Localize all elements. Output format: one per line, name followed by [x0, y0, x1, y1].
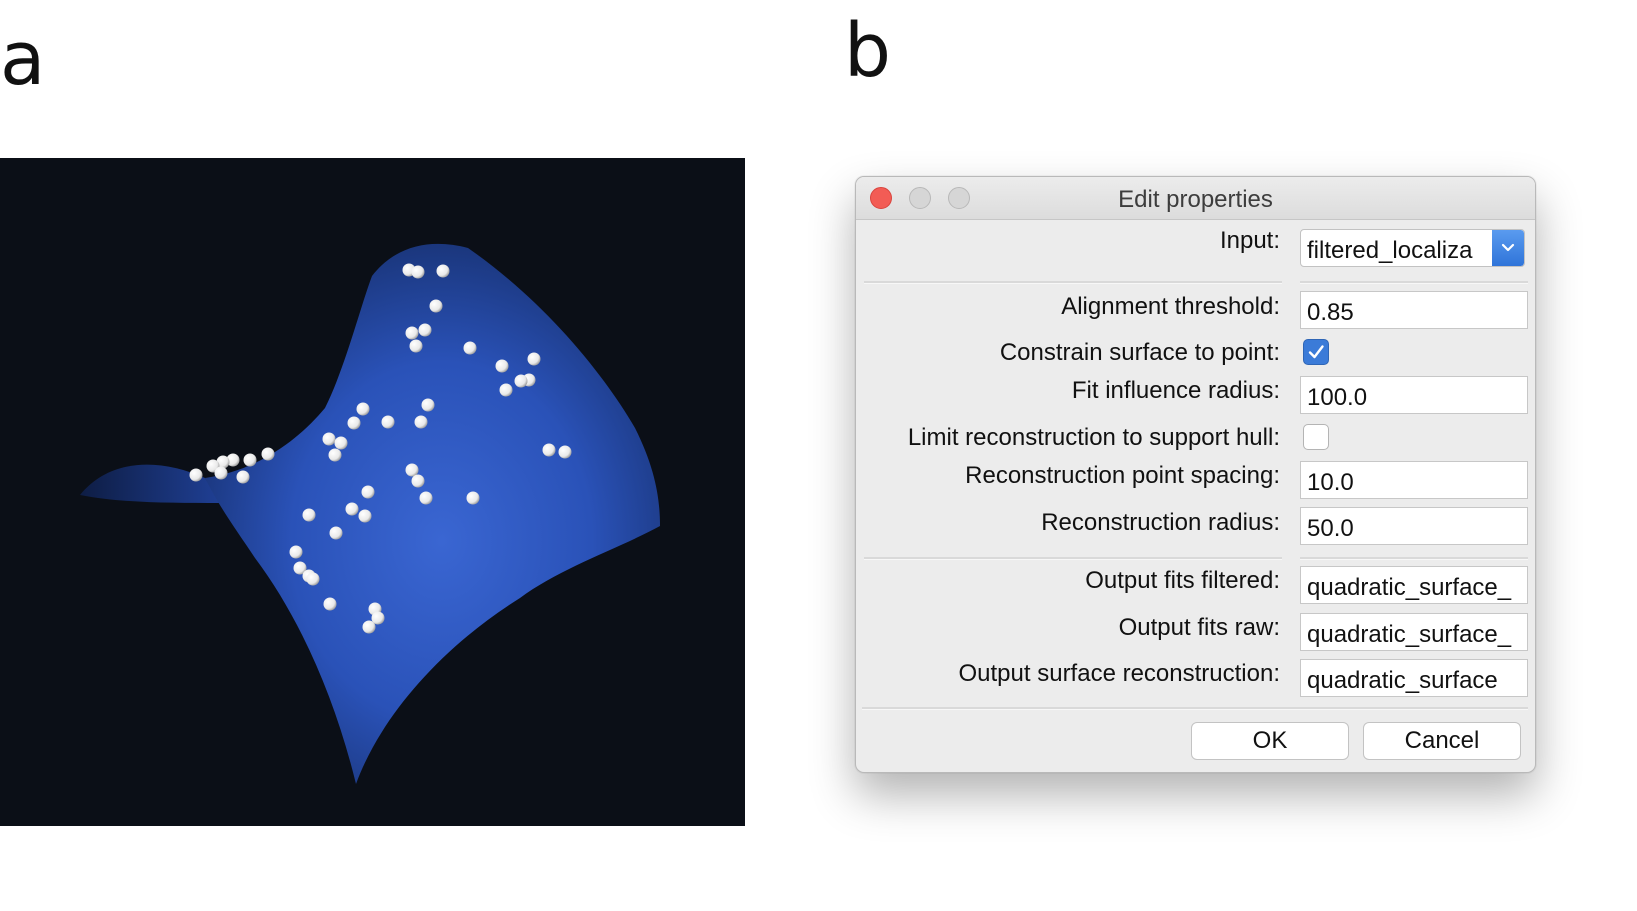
localization-point — [334, 436, 348, 450]
cancel-button[interactable]: Cancel — [1363, 722, 1521, 760]
separator — [1300, 281, 1528, 284]
limit-reconstruction-label: Limit reconstruction to support hull: — [907, 424, 1280, 451]
localization-point — [411, 265, 425, 279]
localization-point — [216, 455, 230, 469]
fit-influence-radius-field[interactable]: 100.0 — [1300, 376, 1528, 414]
panel-label-b: b — [844, 8, 891, 94]
localization-point — [405, 463, 419, 477]
localization-point — [356, 402, 370, 416]
dialog-titlebar[interactable]: Edit properties — [856, 177, 1535, 220]
localization-point — [306, 572, 320, 586]
localization-point — [236, 470, 250, 484]
surface-render-view[interactable] — [0, 158, 745, 826]
separator — [1300, 557, 1528, 560]
localization-point — [558, 445, 572, 459]
dialog-title: Edit properties — [1118, 186, 1273, 213]
localization-point — [514, 374, 528, 388]
panel-label-a: a — [0, 16, 46, 102]
localization-point — [328, 448, 342, 462]
localization-point — [381, 415, 395, 429]
localization-point — [371, 611, 385, 625]
localization-point — [418, 323, 432, 337]
alignment-threshold-field[interactable]: 0.85 — [1300, 291, 1528, 329]
zoom-window-button[interactable] — [948, 187, 970, 209]
localization-point — [411, 474, 425, 488]
input-select[interactable]: filtered_localiza — [1300, 229, 1525, 267]
output-fits-raw-field[interactable]: quadratic_surface_ — [1300, 613, 1528, 651]
localization-point — [322, 432, 336, 446]
surface-render-canvas — [80, 243, 660, 784]
localization-point — [466, 491, 480, 505]
output-fits-filtered-label: Output fits filtered: — [1085, 567, 1280, 594]
reconstruction-point-spacing-field[interactable]: 10.0 — [1300, 461, 1528, 499]
localization-point — [419, 491, 433, 505]
output-surface-reconstruction-field[interactable]: quadratic_surface — [1300, 659, 1528, 697]
localization-point — [226, 453, 240, 467]
localization-point — [436, 264, 450, 278]
localization-point — [323, 597, 337, 611]
saddle-surface-wing — [80, 464, 220, 503]
checkmark-icon — [1308, 345, 1324, 359]
reconstruction-point-spacing-label: Reconstruction point spacing: — [965, 462, 1280, 489]
localization-point — [214, 466, 228, 480]
localization-point — [243, 453, 257, 467]
input-select-value: filtered_localiza — [1307, 237, 1473, 264]
reconstruction-radius-field[interactable]: 50.0 — [1300, 507, 1528, 545]
localization-point — [421, 398, 435, 412]
localization-point — [361, 485, 375, 499]
localization-point — [499, 383, 513, 397]
localization-point — [362, 620, 376, 634]
localization-point — [527, 352, 541, 366]
separator — [864, 281, 1282, 284]
output-fits-filtered-field[interactable]: quadratic_surface_ — [1300, 566, 1528, 604]
localization-point — [293, 561, 307, 575]
minimize-window-button[interactable] — [909, 187, 931, 209]
reconstruction-radius-label: Reconstruction radius: — [1041, 509, 1280, 536]
localization-point — [358, 509, 372, 523]
constrain-surface-checkbox[interactable] — [1303, 339, 1329, 365]
localization-point — [414, 415, 428, 429]
alignment-threshold-label: Alignment threshold: — [1061, 293, 1280, 320]
localization-point — [347, 416, 361, 430]
localization-point — [429, 299, 443, 313]
ok-button[interactable]: OK — [1191, 722, 1349, 760]
localization-point — [463, 341, 477, 355]
output-fits-raw-label: Output fits raw: — [1118, 614, 1280, 641]
separator — [862, 707, 1528, 710]
fit-influence-radius-label: Fit influence radius: — [1071, 377, 1280, 404]
localization-point — [261, 447, 275, 461]
localization-point — [345, 502, 359, 516]
localization-point — [542, 443, 556, 457]
output-surface-reconstruction-label: Output surface reconstruction: — [958, 660, 1281, 687]
separator — [864, 557, 1282, 560]
localization-point — [289, 545, 303, 559]
localization-point — [405, 326, 419, 340]
saddle-surface — [205, 243, 660, 784]
localization-point — [189, 468, 203, 482]
limit-reconstruction-checkbox[interactable] — [1303, 424, 1329, 450]
localization-point — [495, 359, 509, 373]
input-label: Input: — [1219, 227, 1280, 254]
localization-point — [329, 526, 343, 540]
localization-point — [409, 339, 423, 353]
localization-point — [302, 508, 316, 522]
close-window-button[interactable] — [870, 187, 892, 209]
constrain-surface-label: Constrain surface to point: — [999, 339, 1280, 366]
localization-points — [189, 263, 572, 634]
edit-properties-dialog: Edit properties Input: filtered_localiza… — [855, 176, 1536, 773]
chevron-down-icon[interactable] — [1492, 230, 1524, 266]
